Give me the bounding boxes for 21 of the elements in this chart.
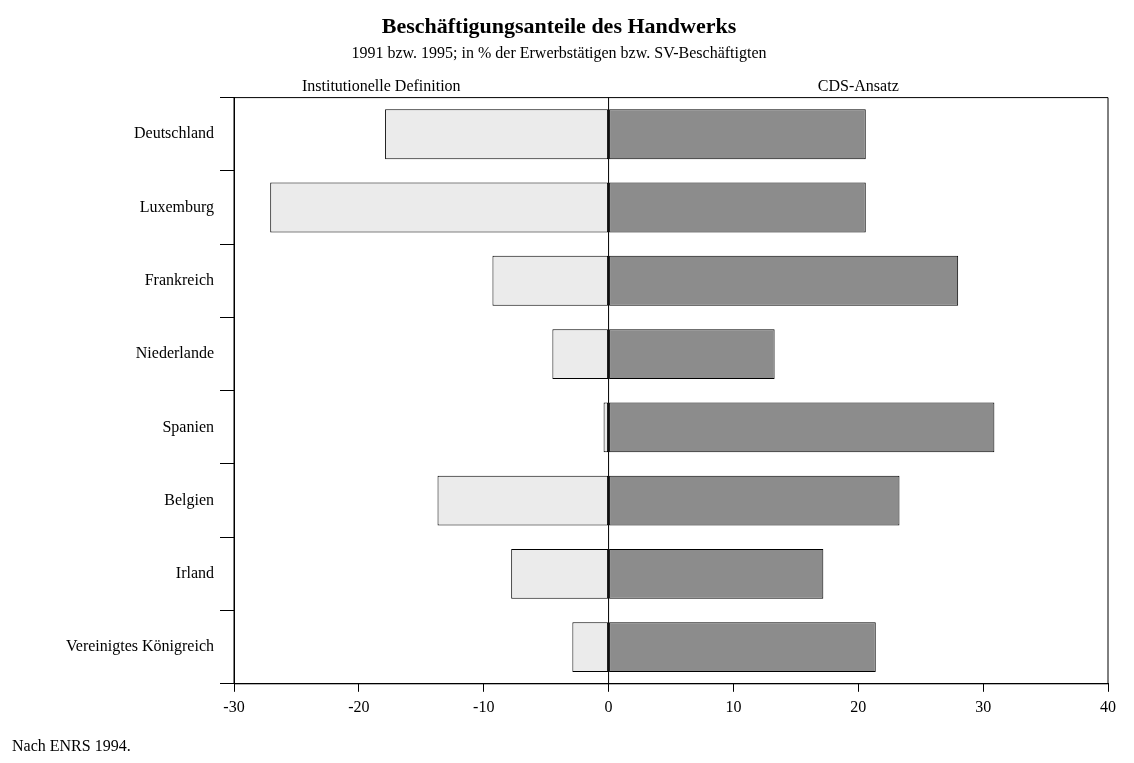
y-tick-label: Vereinigtes Königreich	[66, 637, 214, 656]
x-tick-label: 10	[725, 697, 742, 715]
y-tick-label: Deutschland	[134, 124, 214, 142]
y-tick-label: Niederlande	[135, 344, 214, 362]
x-tick-label: -30	[223, 697, 245, 715]
y-tick-label: Irland	[175, 564, 214, 582]
x-tick-label: -20	[348, 697, 370, 715]
series-label: Institutionelle Definition	[301, 76, 461, 94]
y-tick-label: Belgien	[164, 490, 214, 509]
x-tick-label: 0	[604, 697, 613, 715]
y-tick-label: Luxemburg	[139, 197, 214, 216]
x-tick-label: 20	[850, 697, 867, 715]
chart-title: Beschäftigungsanteile des Handwerks	[381, 12, 737, 38]
text: Nach ENRS 1994.	[12, 737, 131, 755]
x-tick-label: 40	[1100, 697, 1116, 715]
series-label: CDS-Ansatz	[817, 76, 899, 94]
y-tick-label: Spanien	[162, 417, 214, 436]
x-tick-label: 30	[975, 697, 992, 715]
y-tick-label: Frankreich	[144, 270, 214, 288]
x-tick-label: -10	[473, 697, 495, 715]
chart-subtitle: 1991 bzw. 1995; in % der Erwerbstätigen bzw. SV-Beschäftigten	[351, 44, 767, 63]
